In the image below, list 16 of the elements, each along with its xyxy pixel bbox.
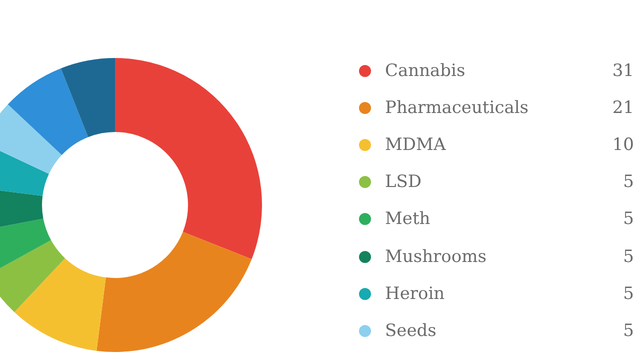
data-label: 5 — [623, 209, 634, 230]
data-label: 5 — [623, 320, 634, 341]
legend-label: LSD — [385, 172, 423, 192]
data-label: 21 — [612, 98, 634, 118]
legend-label: Pharmaceuticals — [385, 98, 530, 118]
legend-label: Heroin — [385, 284, 446, 304]
legend-label: Meth — [385, 209, 432, 230]
data-label: 31 — [612, 60, 634, 81]
data-label: 10 — [612, 134, 634, 155]
data-label: 5 — [623, 284, 634, 304]
data-label: 5 — [623, 172, 634, 192]
legend-label: Cannabis — [385, 60, 466, 81]
legend-label: MDMA — [385, 134, 447, 155]
data-label: 5 — [623, 246, 634, 267]
legend-label: Seeds — [385, 320, 438, 341]
legend-label: Mushrooms — [385, 246, 488, 267]
